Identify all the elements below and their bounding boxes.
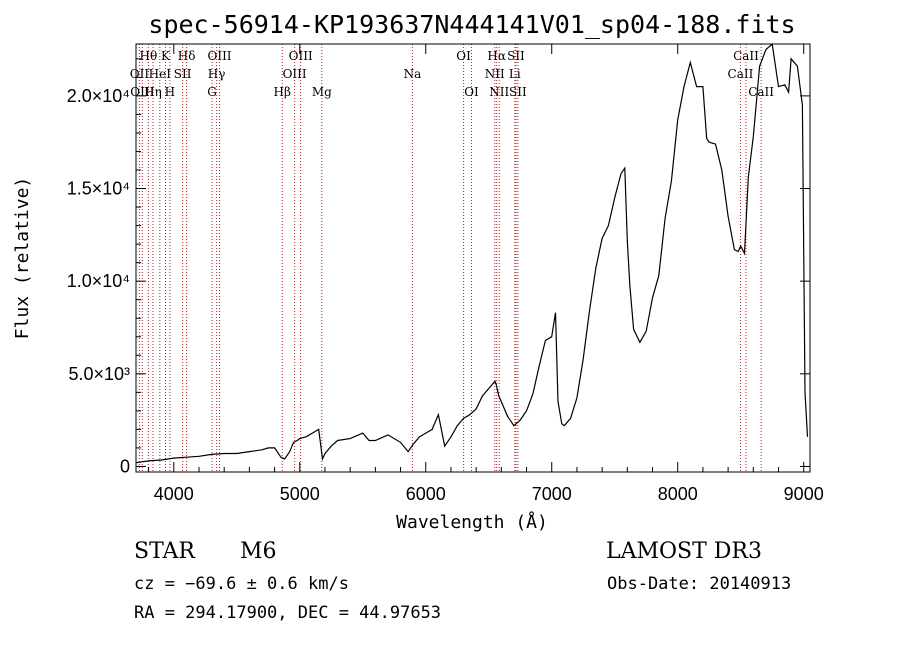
y-tick-label: 5.0×10³ [68,364,130,384]
y-axis-ticks: 0 5.0×10³ 1.0×10⁴ 1.5×10⁴ 2.0×10⁴ [67,58,810,476]
object-subclass: M6 [240,539,277,564]
spectrum-line [135,42,809,464]
x-tick-label: 5000 [280,484,320,504]
spectral-line-label: OIII [289,49,313,63]
redshift-text: cz = −69.6 ± 0.6 km/s [134,574,349,594]
spectral-line-label: SII [174,67,192,81]
x-tick-label: 4000 [154,484,194,504]
spectral-line-label: H [165,85,175,99]
spectral-line-label: CaII [733,49,759,63]
plot-frame [135,43,811,473]
spectral-line-label: Mg [312,85,332,99]
x-tick-label: 9000 [784,484,824,504]
spectral-line-label: CaII [748,85,774,99]
x-tick-label: 6000 [406,484,446,504]
spectral-line-label: HeI [149,67,172,81]
spectral-line-label: Hη [144,85,162,99]
x-tick-label: 7000 [532,484,572,504]
obs-date: Obs-Date: 20140913 [607,574,792,594]
survey-name: LAMOST DR3 [606,539,762,564]
spectral-line-label: K [161,49,171,63]
spectral-line-label: Hθ [139,49,157,63]
spectral-line-markers [138,44,762,472]
spectral-line-label: OI [456,49,471,63]
spectral-line-label: Li [509,67,521,81]
y-tick-label: 1.0×10⁴ [67,271,130,291]
spectral-line-label: SII [509,85,527,99]
object-class: STAR [134,539,195,564]
spectral-line-label: SII [507,49,525,63]
spectral-line-label: OIII [207,49,231,63]
spectral-line-label: Hβ [274,85,291,99]
y-tick-label: 1.5×10⁴ [67,179,130,199]
coordinates: RA = 294.17900, DEC = 44.97653 [134,603,442,623]
spectral-line-label: OI [464,85,479,99]
spectral-line-label: G [207,85,217,99]
spectral-line-label: NII [485,67,505,81]
y-tick-label: 0 [120,456,130,476]
chart-title: spec-56914-KP193637N444141V01_sp04-188.f… [148,10,795,39]
spectral-line-label: Hα [487,49,506,63]
spectral-line-label: Hδ [178,49,196,63]
x-axis-label: Wavelength (Å) [396,511,548,533]
y-tick-label: 2.0×10⁴ [67,86,130,106]
spectral-line-label: Na [404,67,422,81]
spectral-line-label: OIII [283,67,307,81]
x-axis-ticks: 4000 5000 6000 7000 8000 9000 [148,44,824,504]
x-tick-label: 8000 [658,484,698,504]
y-axis-label: Flux (relative) [12,177,33,340]
spectral-line-label: CaII [728,67,754,81]
spectral-line-label: OII [130,67,150,81]
spectral-line-label: NII [489,85,509,99]
spectral-line-label: Hγ [208,67,226,81]
